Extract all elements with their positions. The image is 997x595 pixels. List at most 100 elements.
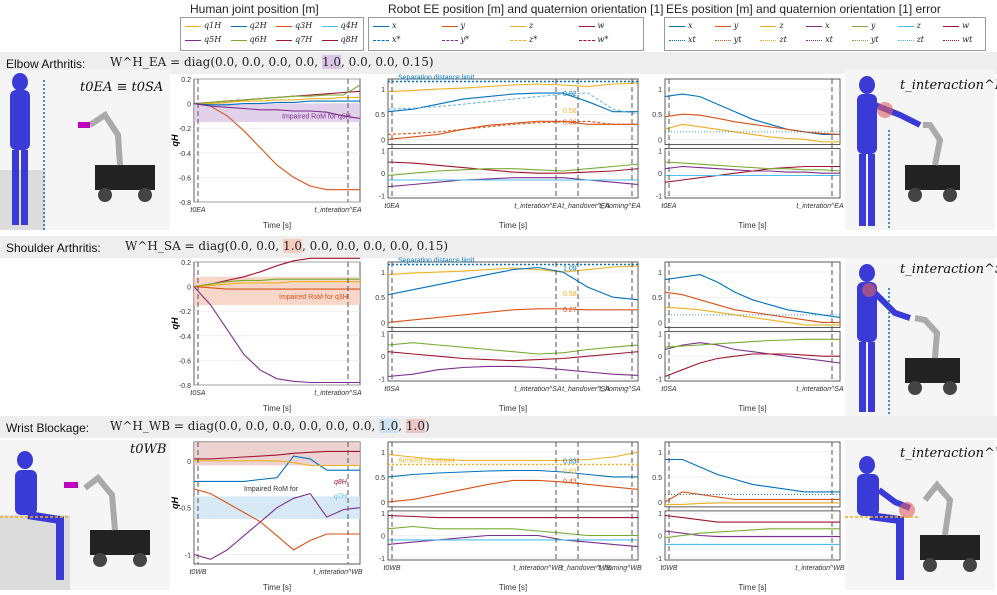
legend-entry: q3H bbox=[276, 21, 312, 30]
x-axis-label: Time [s] bbox=[263, 404, 291, 413]
legend-entry: y bbox=[851, 21, 875, 30]
series-x bbox=[387, 525, 638, 537]
legend-robot: x y z w x* y* z* w* bbox=[368, 17, 644, 51]
series-q8H bbox=[193, 488, 360, 551]
legend-entry: x* bbox=[373, 35, 401, 44]
series-x bbox=[664, 342, 841, 364]
x-axis-label: Time [s] bbox=[738, 221, 766, 230]
y-tick-label: 0 bbox=[187, 102, 191, 109]
series-w bbox=[664, 514, 840, 523]
robot-annotation: 0.58 bbox=[563, 108, 577, 115]
weight-value: 0.0 bbox=[375, 55, 395, 69]
weights-ea: W^H_EA = diag(0.0, 0.0, 0.0, 0.0, 1.0, 0… bbox=[110, 55, 434, 69]
t-label-ea-right: t_interaction^EA bbox=[900, 78, 997, 93]
weight-value: 0.0 bbox=[295, 55, 315, 69]
legend-swatch bbox=[669, 25, 685, 27]
legend-swatch bbox=[321, 25, 338, 27]
x-tick-label: t_interation^SA bbox=[796, 386, 844, 393]
series-x bbox=[665, 458, 840, 493]
weights-wb: W^H_WB = diag(0.0, 0.0, 0.0, 0.0, 0.0, 0… bbox=[110, 419, 430, 433]
series-q3H bbox=[193, 286, 360, 384]
legend-swatch bbox=[760, 39, 777, 41]
legend-label: q1H bbox=[204, 21, 222, 30]
rom-band-q8 bbox=[194, 442, 360, 466]
chart-wb-robot: 1 0.5 0 1 0 -1 Armrest constraint 0.83 0.63 0.43 t… bbox=[375, 441, 642, 592]
robot-human-illustration bbox=[0, 73, 155, 230]
legend-entry: xt bbox=[669, 35, 696, 44]
series-y bbox=[387, 308, 638, 323]
weight-rhs: ) bbox=[424, 419, 430, 433]
series-x bbox=[387, 163, 639, 177]
legend-entry: q2H bbox=[230, 21, 267, 30]
rom-q8-label: q8H bbox=[334, 479, 348, 486]
legend-label: q5H bbox=[204, 35, 222, 44]
row-bar-wb bbox=[0, 416, 997, 438]
legend-entry: xt bbox=[806, 35, 833, 44]
x-axis-label: Time [s] bbox=[738, 404, 766, 413]
series-y bbox=[664, 113, 841, 135]
legend-swatch bbox=[510, 25, 526, 27]
weight-sep: , bbox=[398, 419, 406, 433]
weight-sep: , bbox=[408, 239, 417, 253]
weight-sep: , bbox=[341, 55, 349, 69]
legend-swatch bbox=[669, 39, 685, 41]
series-z bbox=[387, 451, 639, 462]
y-tick-label: -0.2 bbox=[179, 126, 191, 133]
legend-label: x bbox=[825, 21, 830, 30]
legend-swatch bbox=[851, 39, 868, 41]
legend-label: w bbox=[962, 21, 970, 30]
legend-entry: q4H bbox=[321, 21, 358, 30]
legend-label: zt bbox=[779, 35, 787, 44]
axes: 1 0 -1 bbox=[379, 510, 639, 563]
t-label-wb-right: t_interaction^WB bbox=[900, 446, 997, 461]
legend-label: q7H bbox=[295, 35, 313, 44]
axes-frame bbox=[664, 78, 841, 145]
series-q6H bbox=[193, 103, 361, 119]
y-tick-label: 0 bbox=[658, 533, 662, 540]
legend-label: q6H bbox=[249, 35, 267, 44]
x-tick-label: t0SA bbox=[661, 386, 677, 393]
legend-label: w bbox=[597, 21, 605, 30]
weight-sep: , bbox=[367, 55, 376, 69]
series-x bbox=[387, 469, 638, 478]
series-y bbox=[387, 365, 639, 378]
legend-label: x bbox=[688, 21, 693, 30]
weight-sep: , bbox=[287, 55, 296, 69]
y-tick-label: -0.8 bbox=[179, 200, 191, 207]
weight-rhs: ) bbox=[428, 55, 434, 69]
series-y bbox=[664, 291, 840, 323]
legend-entry: q8H bbox=[321, 35, 358, 44]
y-tick-label: -1 bbox=[185, 553, 191, 560]
axes: 10.50 bbox=[652, 261, 841, 328]
y-tick-label: 0 bbox=[658, 354, 662, 361]
legend-label: q2H bbox=[249, 21, 267, 30]
photo-wb-right bbox=[845, 440, 995, 590]
series-x bbox=[387, 266, 639, 301]
legend-swatch bbox=[851, 25, 868, 27]
y-tick-label: 1 bbox=[381, 87, 385, 94]
rom-label: Impaired RoM for q3H bbox=[279, 294, 348, 301]
rom-q7-label: q7H bbox=[334, 493, 348, 500]
series-y* bbox=[387, 120, 638, 135]
weight-sep: , bbox=[382, 239, 390, 253]
robot-human-illustration bbox=[845, 456, 980, 580]
weight-value: 0.0 bbox=[298, 419, 319, 433]
legend-swatch bbox=[806, 25, 823, 27]
series-y bbox=[387, 534, 639, 548]
legend-entry: w bbox=[578, 21, 605, 30]
weight-rhs: ) bbox=[443, 239, 449, 253]
row-title-sa: Shoulder Arthritis: bbox=[6, 241, 101, 255]
legend-entry: w bbox=[943, 21, 969, 30]
legend-entry: zt bbox=[897, 35, 924, 44]
limit-label: Separation distance limit bbox=[398, 258, 474, 265]
x-tick-label: t0EA bbox=[190, 207, 206, 214]
weight-sep: , bbox=[291, 419, 299, 433]
weight-value: 1.0 bbox=[321, 55, 342, 69]
legend-entry: z bbox=[510, 21, 533, 30]
legend-label: w* bbox=[597, 35, 609, 44]
chart-sa-human: 0.2 0 -0.2 -0.4 -0.6 -0.8 Impaired RoM for q3H… bbox=[170, 257, 362, 413]
series-y bbox=[664, 491, 840, 503]
series-x bbox=[664, 530, 840, 538]
